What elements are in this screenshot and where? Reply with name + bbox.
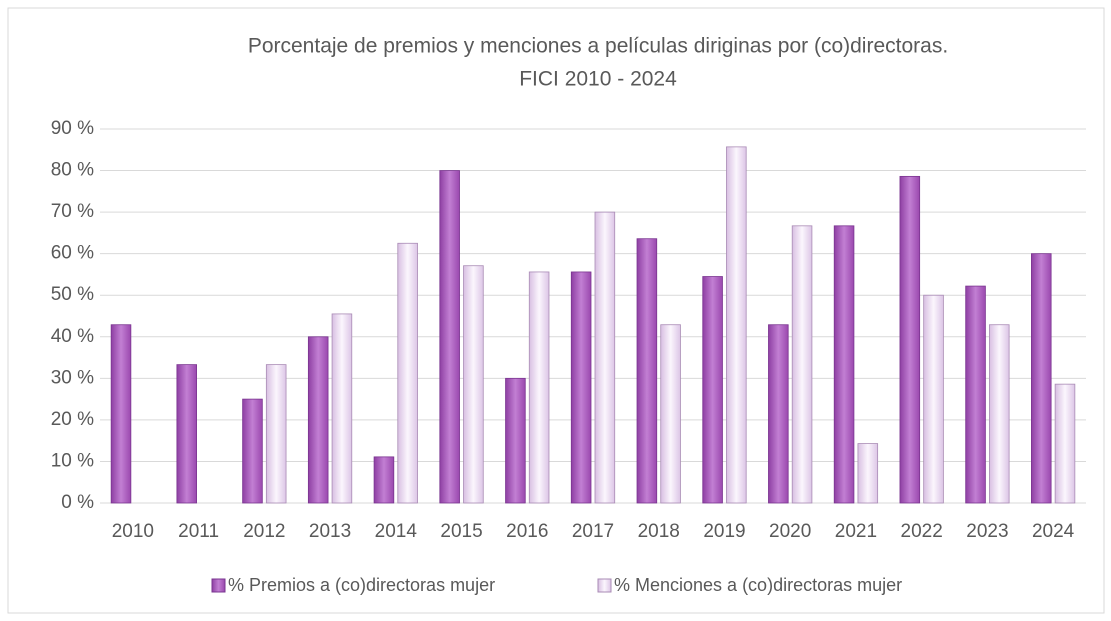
y-tick-label: 40 % xyxy=(51,326,94,347)
bar xyxy=(307,336,329,504)
bar xyxy=(570,271,592,504)
bar xyxy=(505,377,526,504)
x-tick-label: 2013 xyxy=(309,521,351,542)
x-tick-label: 2024 xyxy=(1032,521,1075,542)
bar xyxy=(791,225,813,504)
y-tick-label: 70 % xyxy=(51,201,94,222)
chart-title: Porcentaje de premios y menciones a pelí… xyxy=(248,35,948,58)
bar xyxy=(965,285,986,504)
y-tick-label: 60 % xyxy=(51,243,94,264)
x-tick-label: 2022 xyxy=(901,521,943,542)
legend-label: % Premios a (co)directoras mujer xyxy=(228,575,495,595)
bar xyxy=(463,265,484,504)
chart-subtitle: FICI 2010 - 2024 xyxy=(519,68,677,91)
x-tick-label: 2021 xyxy=(835,521,877,542)
x-tick-label: 2014 xyxy=(375,521,418,542)
y-tick-label: 30 % xyxy=(51,367,94,388)
x-tick-label: 2010 xyxy=(112,521,154,542)
y-tick-label: 0 % xyxy=(61,492,94,513)
x-tick-label: 2018 xyxy=(638,521,680,542)
bar xyxy=(397,242,418,504)
y-tick-label: 90 % xyxy=(51,118,94,139)
bar xyxy=(636,238,658,504)
bar xyxy=(833,225,855,504)
bar xyxy=(439,170,460,504)
y-tick-label: 50 % xyxy=(51,284,94,305)
bar xyxy=(373,456,395,504)
bar xyxy=(857,443,879,504)
y-tick-label: 80 % xyxy=(51,160,94,181)
bar xyxy=(528,271,550,504)
y-tick-label: 10 % xyxy=(51,450,94,471)
bar xyxy=(242,398,263,504)
x-tick-label: 2016 xyxy=(506,521,548,542)
bar xyxy=(726,146,747,504)
bar xyxy=(899,175,921,504)
y-tick-label: 20 % xyxy=(51,409,94,430)
bar xyxy=(660,324,681,504)
bar xyxy=(110,324,132,504)
x-tick-label: 2015 xyxy=(440,521,482,542)
legend-label: % Menciones a (co)directoras mujer xyxy=(614,575,902,595)
x-tick-label: 2023 xyxy=(966,521,1008,542)
bar xyxy=(702,276,723,504)
chart-border xyxy=(7,7,1105,614)
bar xyxy=(768,324,789,504)
bar xyxy=(923,294,944,504)
x-tick-label: 2017 xyxy=(572,521,614,542)
legend-swatch xyxy=(597,578,612,593)
x-tick-label: 2020 xyxy=(769,521,811,542)
bar xyxy=(1054,383,1076,504)
bar xyxy=(594,211,616,504)
bar xyxy=(176,364,198,504)
x-tick-label: 2019 xyxy=(703,521,745,542)
bar xyxy=(1031,253,1052,504)
bar xyxy=(265,364,287,504)
legend-swatch xyxy=(211,578,226,593)
bar xyxy=(331,313,353,504)
bar xyxy=(989,324,1010,504)
x-tick-label: 2011 xyxy=(178,521,219,542)
x-tick-label: 2012 xyxy=(243,521,285,542)
